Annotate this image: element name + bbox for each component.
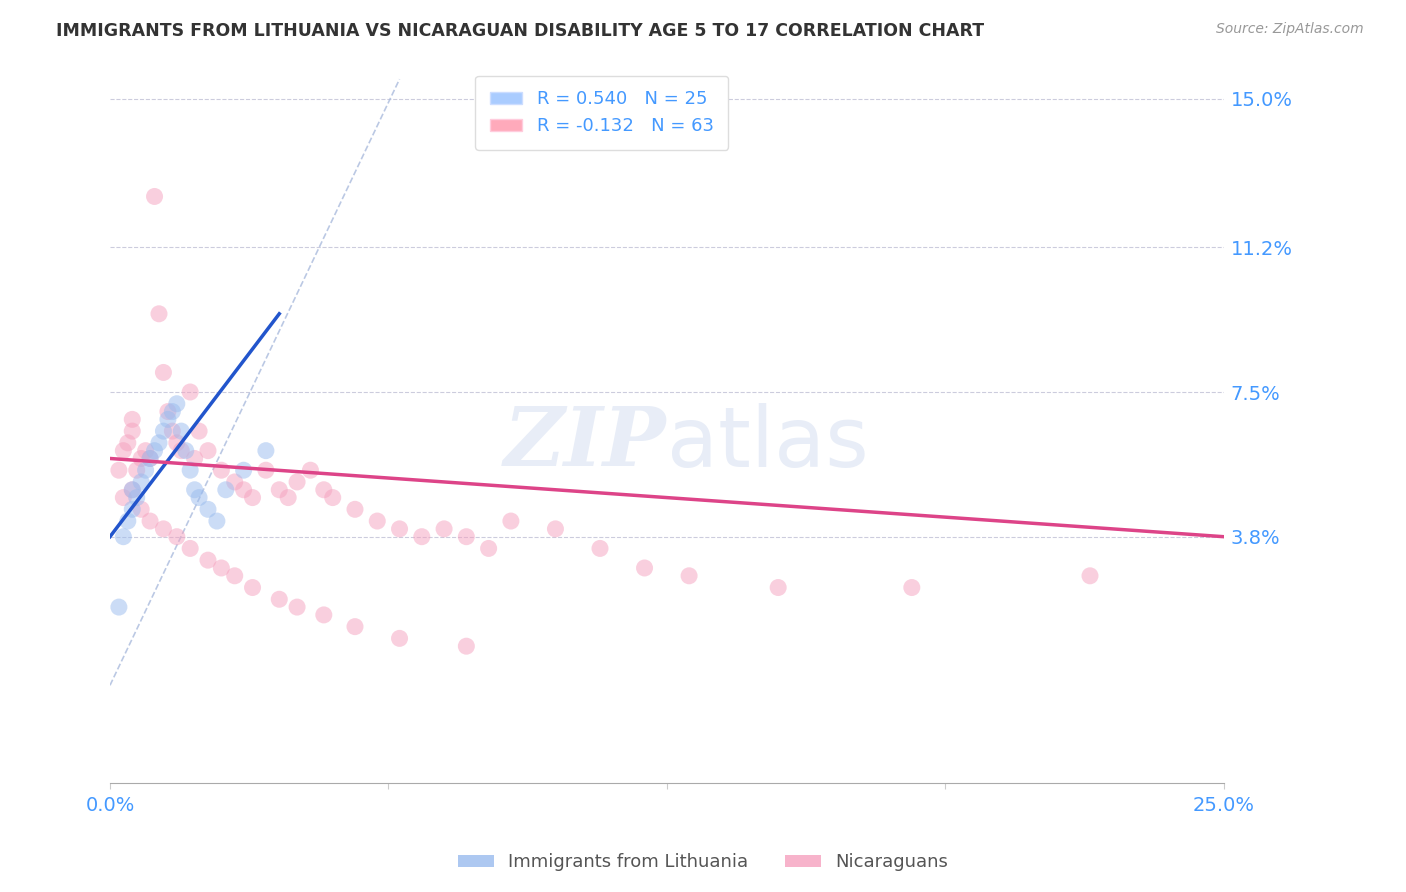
Point [108, 463, 131, 477]
Point [366, 514, 388, 528]
Point [456, 530, 478, 544]
Point [170, 424, 193, 438]
Point [121, 483, 143, 497]
Point [224, 569, 246, 583]
Point [312, 483, 335, 497]
Point [121, 424, 143, 438]
Point [269, 483, 291, 497]
Point [269, 592, 291, 607]
Point [299, 463, 322, 477]
Point [254, 443, 277, 458]
Point [277, 491, 299, 505]
Point [156, 412, 179, 426]
Point [139, 514, 162, 528]
Point [121, 502, 143, 516]
Point [197, 502, 219, 516]
Point [166, 530, 188, 544]
Point [678, 569, 700, 583]
Point [129, 502, 152, 516]
Point [148, 435, 170, 450]
Point [143, 443, 166, 458]
Point [125, 463, 148, 477]
Point [162, 404, 184, 418]
Point [139, 451, 162, 466]
Point [197, 553, 219, 567]
Text: ZIP: ZIP [505, 403, 666, 483]
Point [143, 189, 166, 203]
Point [139, 451, 162, 466]
Point [254, 463, 277, 477]
Point [108, 600, 131, 615]
Point [388, 632, 411, 646]
Point [112, 443, 135, 458]
Point [242, 581, 264, 595]
Y-axis label: Disability Age 5 to 17: Disability Age 5 to 17 [0, 324, 8, 518]
Text: atlas: atlas [666, 402, 869, 483]
Point [179, 463, 201, 477]
Point [117, 435, 139, 450]
Point [285, 475, 308, 489]
Text: IMMIGRANTS FROM LITHUANIA VS NICARAGUAN DISABILITY AGE 5 TO 17 CORRELATION CHART: IMMIGRANTS FROM LITHUANIA VS NICARAGUAN … [56, 22, 984, 40]
Point [166, 397, 188, 411]
Point [285, 600, 308, 615]
Point [312, 607, 335, 622]
Point [215, 483, 238, 497]
Point [343, 620, 366, 634]
Point [633, 561, 655, 575]
Point [129, 451, 152, 466]
Text: Source: ZipAtlas.com: Source: ZipAtlas.com [1216, 22, 1364, 37]
Point [1078, 569, 1101, 583]
Point [478, 541, 501, 556]
Point [148, 307, 170, 321]
Point [411, 530, 433, 544]
Point [456, 639, 478, 653]
Point [188, 424, 211, 438]
Point [209, 561, 232, 575]
Point [125, 491, 148, 505]
Point [232, 463, 254, 477]
Point [589, 541, 612, 556]
Point [179, 541, 201, 556]
Point [197, 443, 219, 458]
Point [112, 530, 135, 544]
Point [117, 514, 139, 528]
Point [766, 581, 789, 595]
Point [242, 491, 264, 505]
Point [544, 522, 567, 536]
Point [188, 491, 211, 505]
Point [129, 475, 152, 489]
Point [901, 581, 924, 595]
Legend: R = 0.540   N = 25, R = -0.132   N = 63: R = 0.540 N = 25, R = -0.132 N = 63 [475, 76, 728, 150]
Point [166, 435, 188, 450]
Point [162, 424, 184, 438]
Point [183, 483, 205, 497]
Point [112, 491, 135, 505]
Point [174, 443, 197, 458]
Point [152, 424, 174, 438]
Point [183, 451, 205, 466]
Point [388, 522, 411, 536]
Point [232, 483, 254, 497]
Point [224, 475, 246, 489]
Point [170, 443, 193, 458]
Point [152, 366, 174, 380]
Point [135, 463, 157, 477]
Point [433, 522, 456, 536]
Point [499, 514, 522, 528]
Point [121, 483, 143, 497]
Point [322, 491, 344, 505]
Point [121, 412, 143, 426]
Point [156, 404, 179, 418]
Point [209, 463, 232, 477]
Point [179, 384, 201, 399]
Point [205, 514, 228, 528]
Point [152, 522, 174, 536]
Point [135, 443, 157, 458]
Legend: Immigrants from Lithuania, Nicaraguans: Immigrants from Lithuania, Nicaraguans [451, 847, 955, 879]
Point [343, 502, 366, 516]
